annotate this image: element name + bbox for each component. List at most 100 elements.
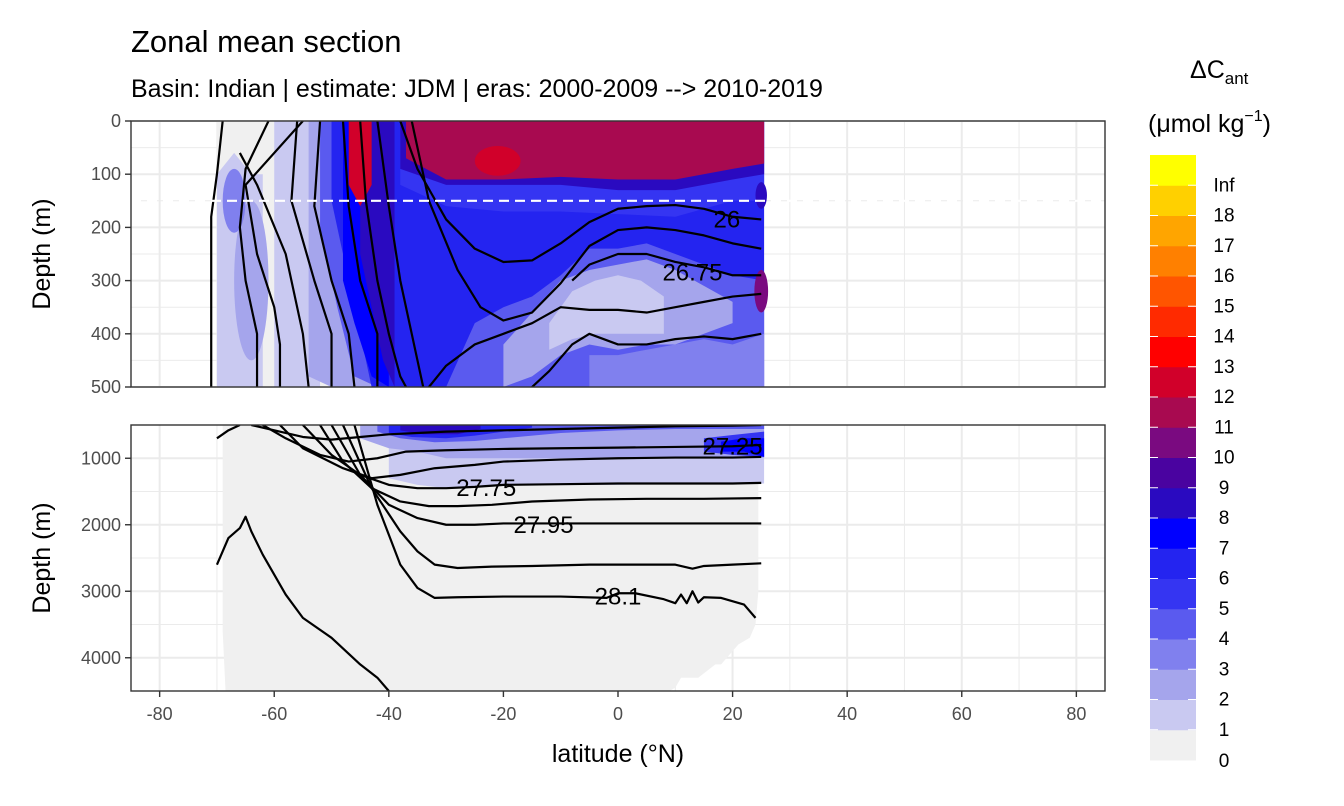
legend-break-label: 2 [1219, 690, 1230, 711]
legend-break-label: 3 [1219, 659, 1230, 680]
y-tick-label: 2000 [81, 515, 121, 535]
contour-label: 27.95 [513, 512, 573, 539]
legend-break-label: 0 [1219, 751, 1230, 772]
legend-swatch [1150, 699, 1196, 731]
isopycnal-line [341, 121, 379, 387]
isopycnal-line [210, 121, 224, 387]
isopycnal-line [399, 121, 762, 264]
y-tick-label: 4000 [81, 648, 121, 668]
isopycnal-line [215, 515, 390, 691]
legend-swatch [1150, 518, 1196, 549]
legend-break-label: 12 [1213, 387, 1234, 408]
isopycnal-line [531, 332, 762, 387]
legend-title-main: ΔC [1190, 56, 1225, 84]
isopycnal-line [359, 121, 407, 387]
legend-swatch [1150, 366, 1196, 398]
fill-level-7 [721, 438, 765, 457]
legend-swatch [1150, 639, 1196, 670]
legend-break-label: 14 [1213, 327, 1235, 348]
legend-break-label: 7 [1219, 538, 1230, 559]
isopycnal-line [376, 121, 425, 387]
x-tick-label: 80 [1066, 704, 1086, 724]
legend-swatch [1150, 427, 1196, 458]
legend-swatch [1150, 306, 1196, 337]
legend-swatch [1150, 276, 1196, 307]
legend-break-label: 15 [1213, 296, 1234, 317]
y-tick-label: 200 [91, 217, 121, 237]
legend-swatch [1150, 729, 1196, 761]
legend-break-label: 18 [1213, 206, 1234, 227]
isopycnal-line [244, 121, 304, 387]
isopycnal-line [290, 121, 333, 387]
isopycnal-line [353, 425, 757, 619]
x-tick-label: -60 [261, 704, 287, 724]
legend-swatch [1150, 336, 1196, 368]
legend-swatch [1150, 457, 1196, 489]
x-tick-label: 60 [952, 704, 972, 724]
fill-level-0 [222, 425, 759, 691]
y-tick-label: 300 [91, 271, 121, 291]
x-tick-label: -20 [490, 704, 516, 724]
panel-border [130, 120, 1106, 388]
legend: 0123456789101112131415161718InfΔCant(μmo… [1148, 56, 1271, 772]
legend-unit-sup: −1 [1244, 108, 1262, 125]
legend-swatch [1150, 155, 1196, 186]
fill-level-1 [549, 275, 664, 350]
fill-lower [222, 425, 765, 691]
chart-title: Zonal mean section [131, 24, 402, 59]
fill-level-3 [589, 333, 765, 387]
legend-break-label: 5 [1219, 599, 1230, 620]
y-tick-label: 500 [91, 377, 121, 397]
isopycnal-line [571, 252, 762, 282]
chart-subtitle: Basin: Indian | estimate: JDM | eras: 20… [131, 75, 823, 103]
y-tick-label: 3000 [81, 581, 121, 601]
contours-upper [131, 121, 1105, 387]
x-tick-label: -40 [376, 704, 402, 724]
isopycnal-line [238, 152, 310, 387]
legend-swatch [1150, 185, 1196, 216]
x-tick-label: -80 [147, 704, 173, 724]
contour-label: 26 [714, 206, 741, 233]
legend-unit: (μmol kg−1) [1148, 108, 1271, 138]
isopycnal-line [428, 292, 762, 387]
fill-level-8 [755, 182, 767, 209]
legend-swatch [1150, 487, 1196, 519]
isopycnal-line [279, 425, 762, 480]
isopycnal-line [341, 425, 762, 570]
legend-unit-pre: (μmol kg [1148, 110, 1244, 138]
y-tick-label: 100 [91, 164, 121, 184]
x-tick-label: 20 [723, 704, 743, 724]
isopycnal-line [216, 425, 241, 440]
contour-label: 27.75 [456, 475, 516, 502]
legend-break-label: 9 [1219, 478, 1230, 499]
fill-level-12 [474, 146, 521, 176]
legend-break-label: 4 [1219, 629, 1230, 650]
legend-break-label: 6 [1219, 569, 1230, 590]
legend-break-label: 8 [1219, 508, 1230, 529]
contour-label: 26.75 [662, 260, 722, 287]
isopycnal-line [319, 425, 762, 508]
legend-title-sub: ant [1225, 69, 1249, 88]
contours-lower [215, 425, 762, 691]
legend-swatch [1150, 548, 1196, 579]
legend-swatch [1150, 669, 1196, 700]
legend-swatch [1150, 608, 1196, 640]
y-tick-label: 1000 [81, 448, 121, 468]
legend-break-label: 16 [1213, 266, 1234, 287]
legend-break-label: 13 [1213, 357, 1234, 378]
legend-break-label: 10 [1213, 448, 1234, 469]
contour-label: 28.1 [595, 584, 642, 611]
legend-unit-post: ) [1263, 110, 1271, 138]
legend-break-label: 1 [1219, 720, 1230, 741]
fill-upper [216, 121, 769, 387]
x-tick-label: 0 [613, 704, 623, 724]
fill-level-11 [406, 121, 765, 180]
legend-swatch [1150, 397, 1196, 428]
legend-swatch [1150, 215, 1196, 247]
isopycnal-line [313, 121, 356, 387]
legend-break-label: 17 [1213, 236, 1234, 257]
isopycnal-line [251, 425, 762, 441]
legend-break-label: 11 [1214, 417, 1234, 438]
